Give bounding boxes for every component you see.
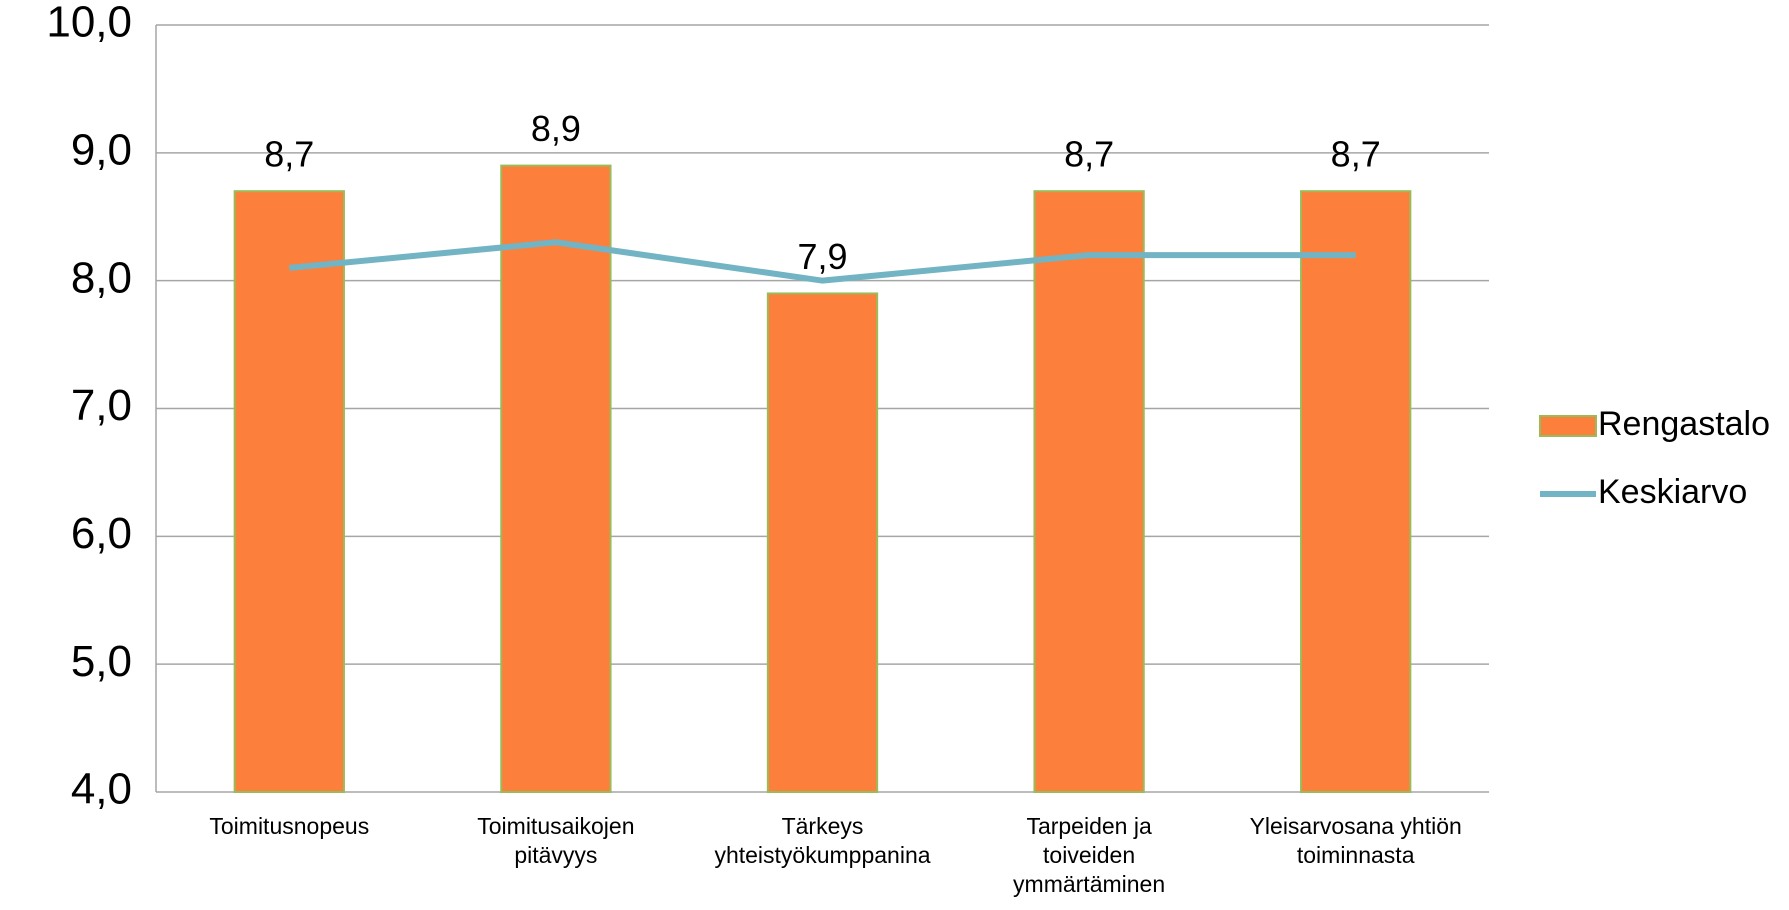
legend-label: Rengastalo [1598,405,1770,443]
y-tick-label: 6,0 [71,509,132,558]
line [289,239,1356,284]
data-label: 8,9 [531,108,581,149]
bar [1300,190,1412,793]
x-tick-label: Toimitusnopeus [209,813,369,839]
y-tick-label: 9,0 [71,125,132,174]
x-tick-label: toiminnasta [1297,842,1415,868]
y-tick-label: 8,0 [71,253,132,302]
x-tick-label: Tärkeys [782,813,864,839]
y-tick-label: 7,0 [71,381,132,430]
x-tick-label: Toimitusaikojen [477,813,634,839]
bar [500,164,612,794]
data-label: 8,7 [1331,134,1381,175]
y-tick-label: 4,0 [71,765,132,814]
y-tick-label: 10,0 [46,0,132,47]
x-tick-label: pitävyys [514,842,597,868]
bar [233,190,345,793]
data-label: 7,9 [797,236,847,277]
legend-swatch [1539,415,1597,437]
x-tick-label: Yleisarvosana yhtiön [1250,813,1462,839]
bar [1033,190,1145,793]
x-tick-label: yhteistyökumppanina [714,842,930,868]
bar [766,292,879,793]
y-tick-label: 5,0 [71,637,132,686]
data-label: 8,7 [264,134,314,175]
x-tick-label: ymmärtäminen [1013,871,1165,897]
legend-label: Keskiarvo [1598,473,1747,511]
data-label: 8,7 [1064,134,1114,175]
x-tick-label: Tarpeiden ja [1026,813,1152,839]
x-tick-label: toiveiden [1043,842,1135,868]
